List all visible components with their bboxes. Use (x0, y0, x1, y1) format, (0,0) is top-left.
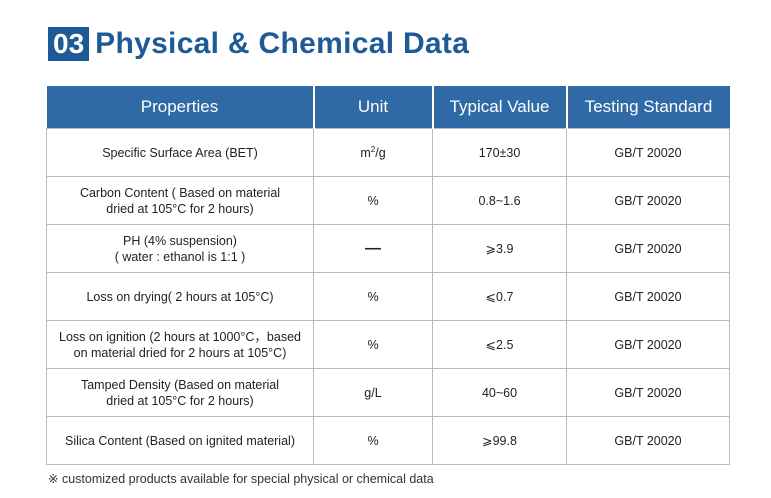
typical-value-cell: ⩽2.5 (432, 320, 567, 369)
property-text: ( water : ethanol is 1:1 ) (114, 249, 246, 264)
testing-standard-cell: GB/T 20020 (566, 368, 730, 417)
testing-standard-cell: GB/T 20020 (566, 416, 730, 465)
property-text: Carbon Content ( Based on material (79, 185, 281, 200)
typical-value-cell: 170±30 (432, 128, 567, 177)
testing-standard-cell: GB/T 20020 (566, 224, 730, 273)
property-text: Tamped Density (Based on material (80, 377, 279, 392)
table-row: Carbon Content ( Based on material dried … (46, 176, 730, 225)
property-cell: Loss on ignition (2 hours at 1000°C，base… (46, 320, 314, 369)
unit-cell: % (313, 416, 433, 465)
property-cell: Specific Surface Area (BET) (46, 128, 314, 177)
property-cell: PH (4% suspension)( water : ethanol is 1… (46, 224, 314, 273)
section-number-badge: 03 (48, 27, 90, 61)
typical-value-cell: ⩽0.7 (432, 272, 567, 321)
property-cell: Loss on drying( 2 hours at 105°C) (46, 272, 314, 321)
property-cell: Silica Content (Based on ignited materia… (46, 416, 314, 465)
section-title: Physical & Chemical Data (95, 27, 470, 60)
property-cell: Tamped Density (Based on material dried a… (46, 368, 314, 417)
column-header-unit: Unit (313, 86, 434, 129)
property-text: dried at 105°C for 2 hours) (106, 393, 254, 408)
table-row: Specific Surface Area (BET) m2/g 170±30 GB/… (46, 128, 730, 177)
table-row: Loss on drying( 2 hours at 105°C)% ⩽0.7 GB… (46, 272, 730, 321)
unit-text: % (367, 193, 379, 208)
testing-standard-cell: GB/T 20020 (566, 320, 730, 369)
unit-cell: % (313, 176, 433, 225)
unit-cell: % (313, 272, 433, 321)
unit-superscript: 2 (370, 144, 376, 154)
unit-cell: g/L (313, 368, 433, 417)
unit-text: g/L (364, 385, 382, 400)
typical-value-cell: 0.8~1.6 (432, 176, 567, 225)
property-text: PH (4% suspension) (123, 233, 237, 248)
property-text: Silica Content (Based on ignited materia… (65, 433, 295, 448)
unit-suffix: /g (375, 145, 386, 160)
typical-value-cell: 40~60 (432, 368, 567, 417)
table-row: Silica Content (Based on ignited materia… (46, 416, 730, 465)
unit-cell: m2/g (313, 128, 433, 177)
property-text: dried at 105°C for 2 hours) (106, 201, 254, 216)
unit-text: % (367, 433, 379, 448)
footnote: ※ customized products available for spec… (48, 472, 434, 486)
physical-chemical-data-table: Properties Unit Typical Value Testing St… (46, 86, 730, 465)
unit-text: m (360, 145, 371, 160)
table-row: Loss on ignition (2 hours at 1000°C，base… (46, 320, 730, 369)
unit-cell: % (313, 320, 433, 369)
unit-cell: — (313, 224, 433, 273)
property-text: on material dried for 2 hours at 105°C) (73, 345, 287, 360)
table-body: Specific Surface Area (BET) m2/g 170±30 GB/… (46, 128, 730, 465)
property-text: Loss on ignition (2 hours at 1000°C，base… (59, 329, 301, 344)
column-header-typical-value: Typical Value (432, 86, 568, 129)
typical-value-cell: ⩾3.9 (432, 224, 567, 273)
property-cell: Carbon Content ( Based on material dried … (46, 176, 314, 225)
typical-value-cell: ⩾99.8 (432, 416, 567, 465)
unit-text: % (367, 337, 379, 352)
column-header-properties: Properties (46, 86, 315, 129)
column-header-testing-standard: Testing Standard (566, 86, 730, 129)
table-header-row: Properties Unit Typical Value Testing St… (46, 86, 730, 129)
property-text: Loss on drying( 2 hours at 105°C) (86, 289, 274, 304)
section-heading: 03 Physical & Chemical Data (48, 26, 469, 62)
table-row: PH (4% suspension)( water : ethanol is 1… (46, 224, 730, 273)
testing-standard-cell: GB/T 20020 (566, 176, 730, 225)
unit-text: — (365, 239, 381, 257)
testing-standard-cell: GB/T 20020 (566, 128, 730, 177)
property-text: Specific Surface Area (BET) (102, 145, 258, 160)
table-row: Tamped Density (Based on material dried a… (46, 368, 730, 417)
unit-text: % (367, 289, 379, 304)
testing-standard-cell: GB/T 20020 (566, 272, 730, 321)
